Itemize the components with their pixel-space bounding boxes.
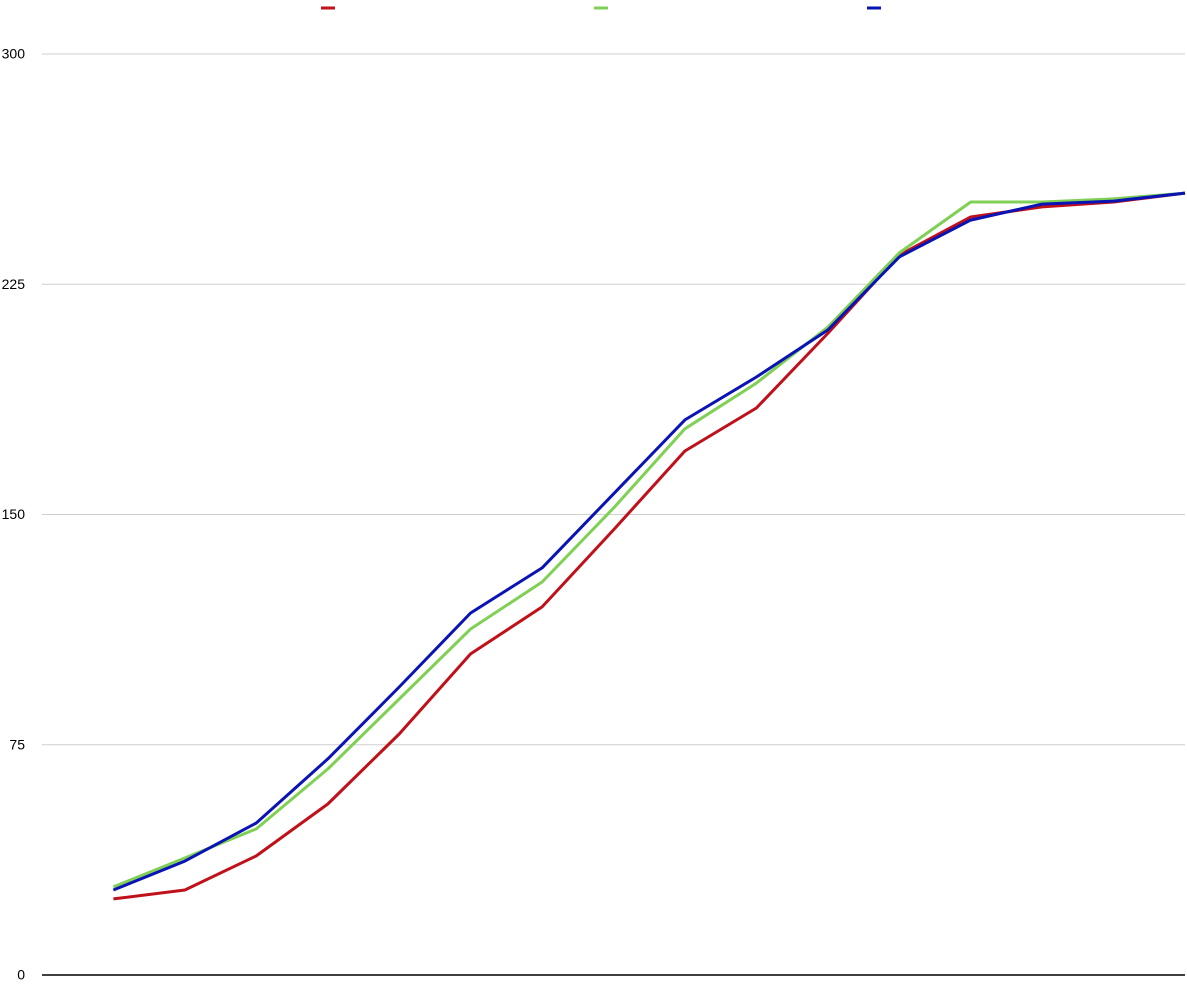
series-line (113, 191, 1186, 901)
y-tick-label: 75 (9, 736, 25, 752)
y-tick-label: 150 (2, 506, 26, 522)
y-tick-label: 300 (2, 46, 26, 62)
y-tick-label: 0 (17, 967, 25, 983)
series-line (112, 191, 1186, 889)
series-line (112, 191, 1186, 892)
y-tick-label: 225 (2, 276, 26, 292)
